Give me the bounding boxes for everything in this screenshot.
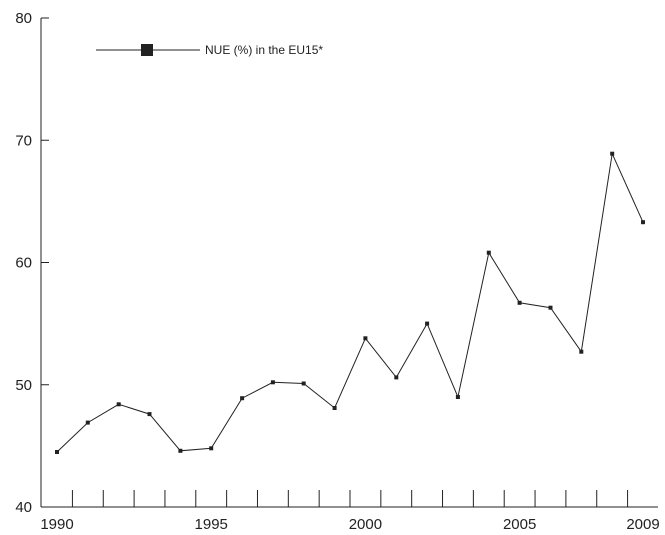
data-point-1999 [332,406,337,410]
data-point-2006 [548,305,553,310]
x-tick-label: 1995 [195,516,228,533]
x-tick-label: 2000 [349,516,382,533]
y-tick-label: 50 [15,377,32,394]
data-point-2000 [363,336,368,341]
data-point-1990 [55,450,59,454]
data-point-2004 [486,250,491,255]
data-point-2002 [425,321,430,326]
x-tick-label: 2009 [626,516,659,533]
data-point-1996 [240,396,245,401]
legend-marker [141,44,153,56]
series-group [55,151,645,454]
y-tick-label: 80 [15,10,32,27]
data-point-2008 [610,151,615,156]
data-point-1992 [116,402,121,407]
data-point-1991 [85,420,90,425]
y-tick-label: 40 [15,499,32,516]
data-point-2007 [579,349,584,354]
y-tick-label: 70 [15,132,32,149]
x-tick-label: 1990 [40,516,73,533]
y-axis-ticks: 40 50 60 70 80 [15,10,49,516]
x-tick-label: 2005 [503,516,536,533]
data-point-2005 [517,300,522,305]
data-point-1995 [209,446,214,451]
data-point-1993 [147,412,152,417]
data-point-1997 [270,380,275,385]
data-point-2009 [641,220,645,225]
data-point-1994 [178,448,183,453]
y-tick-label: 60 [15,255,32,272]
data-point-2003 [455,395,460,399]
legend-label: NUE (%) in the EU15* [205,43,323,57]
data-point-2001 [394,375,399,380]
data-point-1998 [301,381,306,386]
series-line [56,151,644,453]
legend: NUE (%) in the EU15* [96,43,323,57]
x-axis-ticks: 1990 1995 2000 2005 2009 [40,490,660,533]
axes [40,18,658,508]
